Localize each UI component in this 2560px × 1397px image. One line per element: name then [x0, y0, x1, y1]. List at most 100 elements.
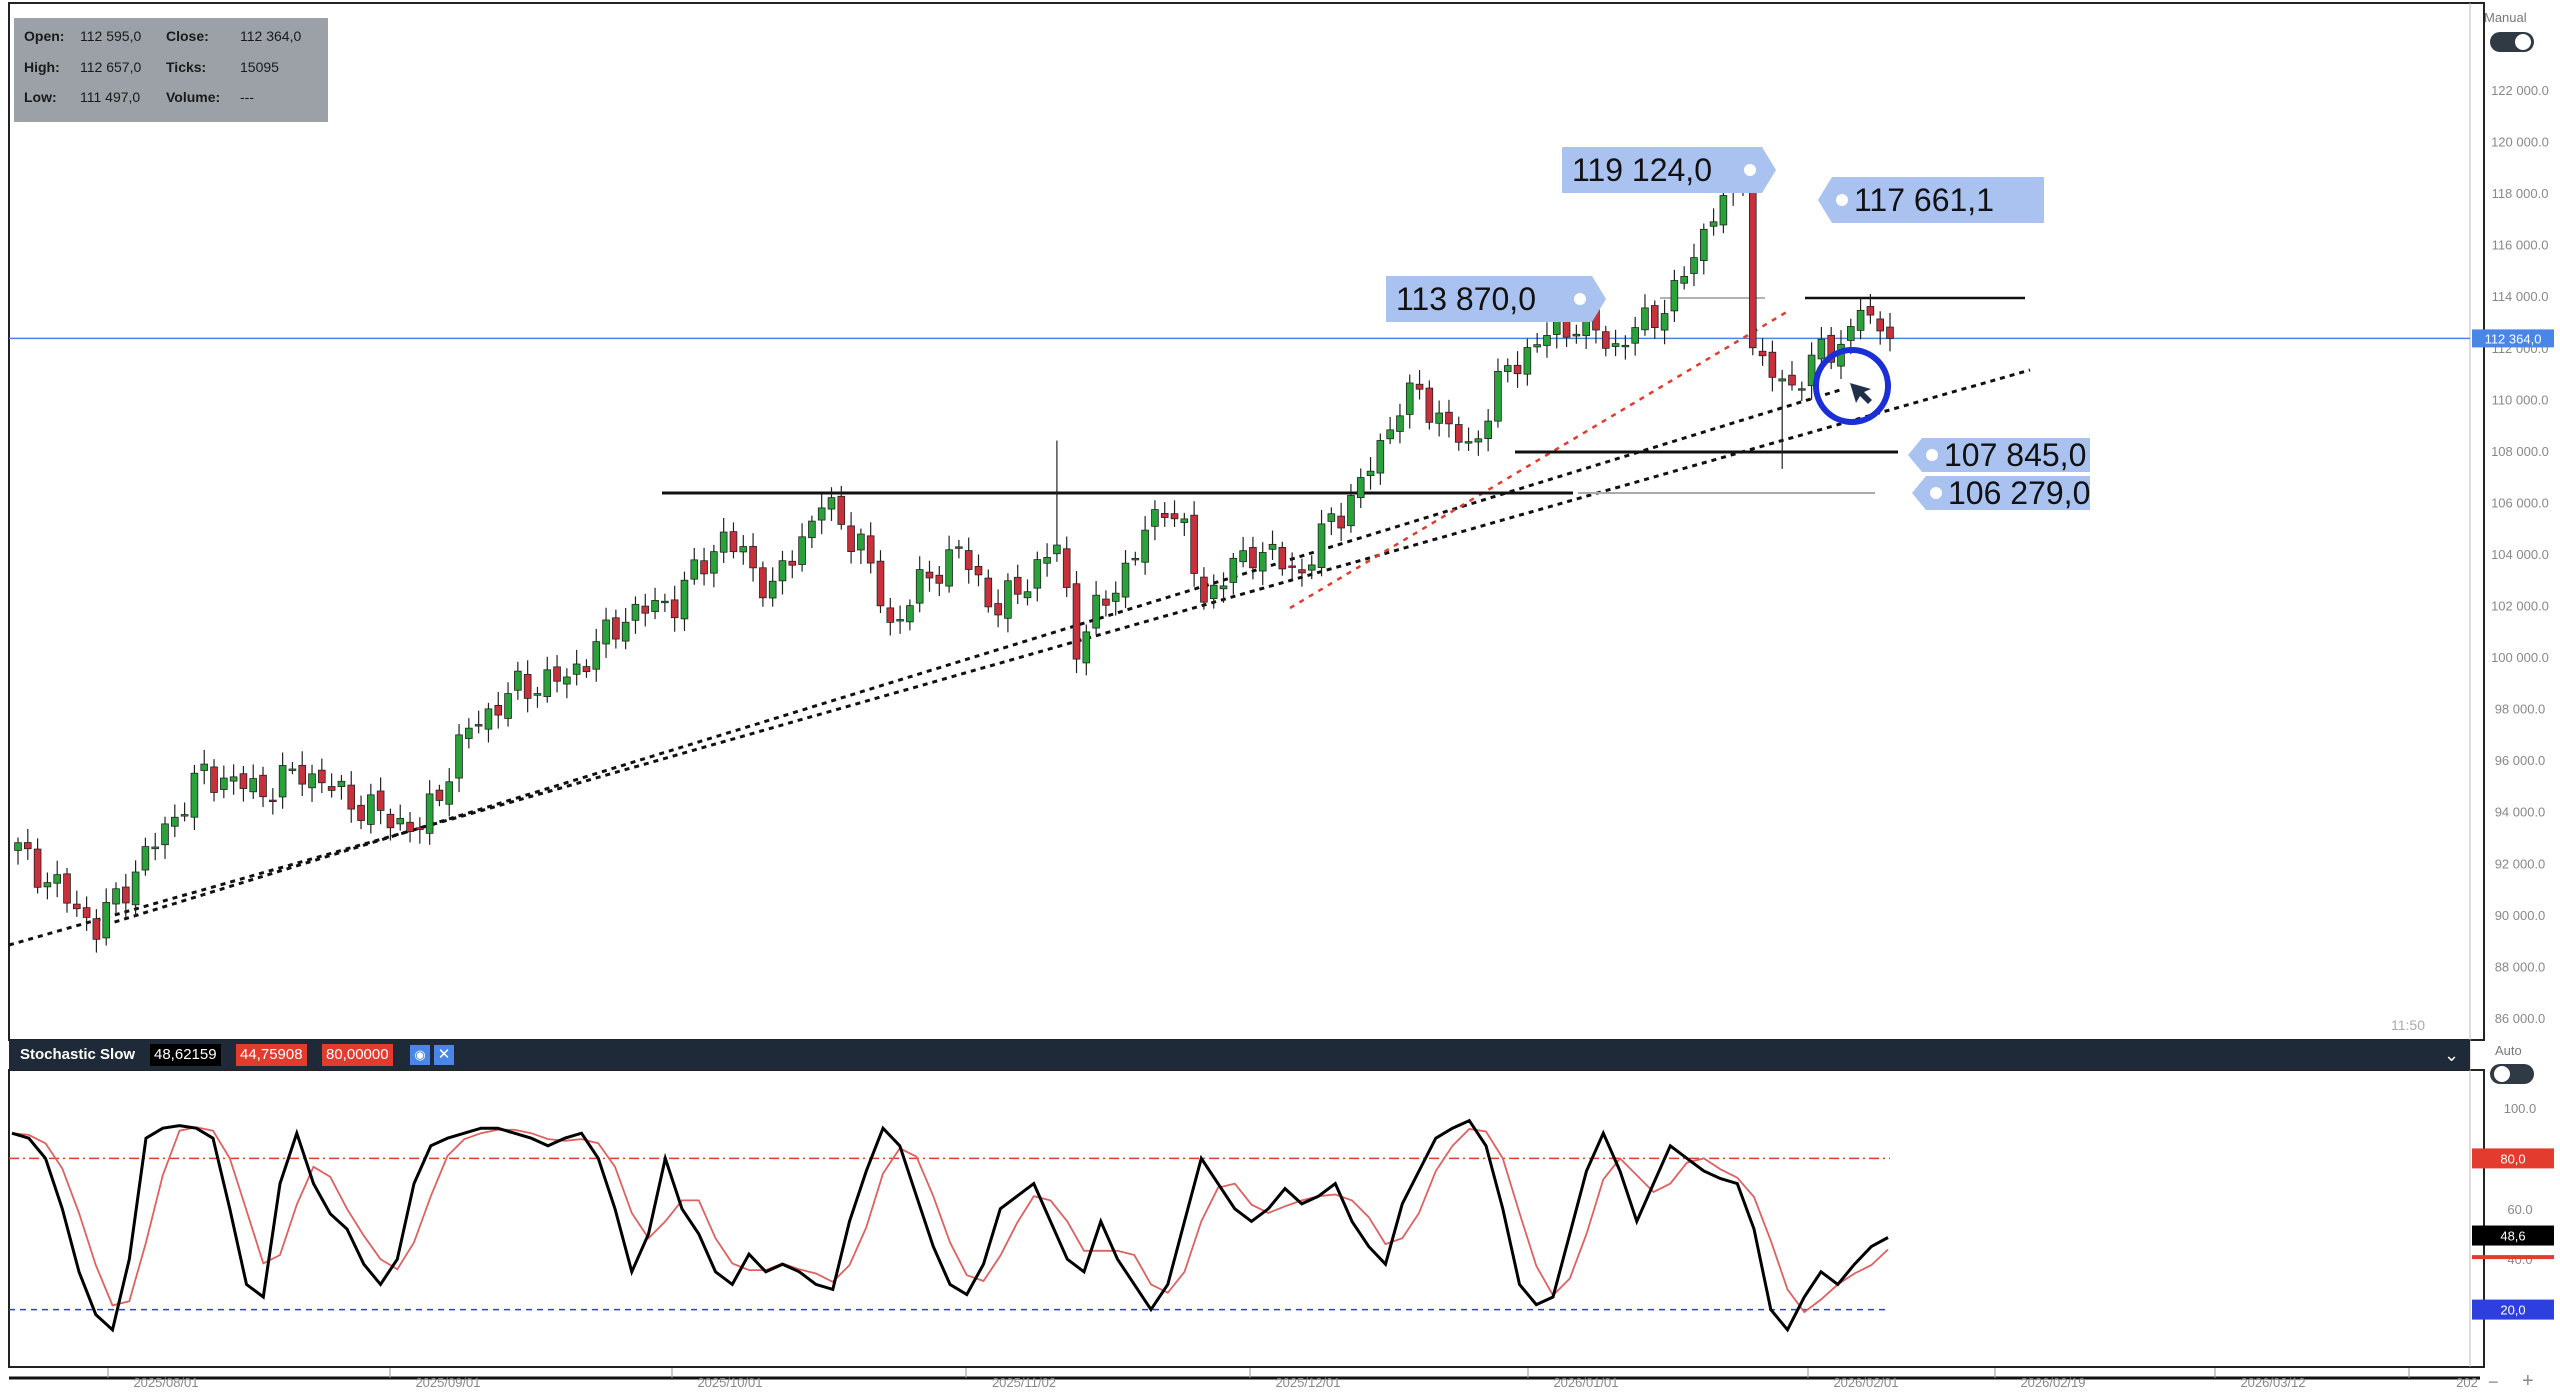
- candle-bull: [1699, 228, 1708, 261]
- candle-bear: [700, 560, 708, 575]
- candle-bear: [1415, 383, 1424, 390]
- candle-bear: [357, 804, 365, 821]
- candlesticks: [14, 164, 1894, 953]
- candle-bull: [1523, 347, 1532, 375]
- time-axis[interactable]: 2025/08/01 2025/09/01 2025/10/01 2025/11/02…: [107, 1368, 2478, 1390]
- candle-bull: [1641, 307, 1649, 331]
- candle-bull: [1660, 313, 1669, 331]
- candle-bull: [1043, 557, 1051, 564]
- candle-bull: [112, 888, 120, 905]
- candle-bear: [239, 773, 248, 789]
- candle-bull: [1121, 562, 1130, 598]
- candle-bear: [1866, 306, 1875, 316]
- candle-bull: [131, 871, 140, 906]
- candle-bull: [1033, 559, 1042, 589]
- candle-bull: [1670, 280, 1679, 312]
- candle-bear: [1200, 576, 1208, 603]
- candle-bull: [572, 663, 581, 675]
- price-tick-label: 108 000.0: [2491, 444, 2549, 459]
- candle-bull: [171, 816, 179, 827]
- candle-bull: [151, 846, 160, 850]
- auto-mode-toggle[interactable]: [2490, 1064, 2534, 1084]
- low-label: Low:: [24, 89, 57, 105]
- candle-bull: [1533, 344, 1541, 348]
- candle-bull: [768, 580, 777, 599]
- candle-bear: [1650, 305, 1659, 328]
- manual-mode-toggle[interactable]: [2490, 32, 2534, 52]
- stoch-axis-tick: 100.0: [2504, 1101, 2537, 1116]
- open-label: Open:: [24, 28, 65, 44]
- callout-113870[interactable]: 113 870,0: [1386, 276, 1606, 322]
- callout-117661-bg: [1818, 177, 2044, 223]
- stoch-d-line: [11, 1126, 1889, 1314]
- candle-bull: [1778, 378, 1786, 382]
- candle-bull: [661, 600, 669, 604]
- candle-bull: [602, 619, 610, 645]
- candle-bull: [1503, 365, 1512, 372]
- zoom-out-icon[interactable]: −: [2488, 1372, 2499, 1392]
- candle-bear: [670, 599, 679, 619]
- candle-bear: [1298, 569, 1306, 574]
- callout-113870-bg: [1386, 276, 1606, 322]
- candle-bear: [1454, 424, 1463, 443]
- price-tick-label: 102 000.0: [2491, 599, 2549, 614]
- price-tick-label: 100 000.0: [2491, 650, 2549, 665]
- candle-bear: [1768, 351, 1777, 378]
- high-label: High:: [24, 59, 60, 75]
- candle-bear: [553, 666, 561, 682]
- candle-bear: [641, 605, 650, 614]
- candle-bear: [935, 574, 944, 584]
- eye-icon[interactable]: ◉: [410, 1045, 430, 1065]
- candle-bull: [1690, 257, 1698, 274]
- callout-106279-bg: [1912, 476, 2090, 510]
- stoch-level-value: 80,00000: [322, 1044, 393, 1066]
- cursor-arrow-icon: [1850, 383, 1872, 404]
- price-pane-frame: [8, 2, 2485, 1041]
- stoch-k-line: [11, 1118, 1889, 1333]
- drawing-overlays[interactable]: 119 124,0 117 661,1 113 870,0 107 845,0106 …: [1386, 147, 2090, 511]
- candle-bull: [1680, 275, 1688, 284]
- stoch-current-tag: 48,6: [2500, 1229, 2525, 1244]
- candle-bear: [1170, 513, 1179, 520]
- candle-bear: [269, 799, 277, 803]
- stoch-d-value: 44,75908: [236, 1044, 307, 1066]
- callout-107845[interactable]: 107 845,0: [1908, 437, 2090, 473]
- candle-bull: [1131, 558, 1140, 561]
- price-tick-label: 90 000.0: [2495, 908, 2546, 923]
- candle-bear: [1062, 548, 1071, 588]
- volume-value: ---: [240, 89, 254, 105]
- time-label: 2025/09/01: [415, 1375, 480, 1390]
- stoch-title[interactable]: Stochastic Slow: [20, 1046, 136, 1063]
- price-axis[interactable]: 122 000.0 120 000.0 118 000.0 116 000.0 114 …: [2391, 83, 2554, 1033]
- zoom-in-icon[interactable]: +: [2522, 1370, 2534, 1392]
- candle-bull: [563, 676, 571, 685]
- callout-119124[interactable]: 119 124,0: [1562, 147, 1776, 193]
- candle-bull: [1435, 412, 1443, 424]
- candle-bull: [200, 763, 209, 771]
- candle-bear: [612, 617, 620, 640]
- callout-119124-bg: [1562, 147, 1776, 193]
- close-icon[interactable]: ✕: [434, 1045, 454, 1065]
- candle-bull: [141, 846, 150, 871]
- candle-bear: [1278, 547, 1287, 570]
- candle-bull: [1268, 543, 1277, 550]
- candle-bear: [474, 724, 483, 727]
- time-label: 2025/08/01: [133, 1375, 198, 1390]
- candle-bull: [621, 621, 630, 642]
- candle-bear: [1876, 318, 1884, 332]
- trendlines[interactable]: [8, 296, 2470, 947]
- callout-106279[interactable]: 106 279,0: [1912, 475, 2090, 511]
- candle-bear: [406, 821, 414, 832]
- callout-106279-anchor: [1930, 487, 1942, 499]
- callout-107845-anchor: [1926, 449, 1938, 461]
- callout-117661[interactable]: 117 661,1: [1818, 177, 2044, 223]
- candle-bull: [1846, 326, 1855, 341]
- stoch-axis-tick: 40.0: [2507, 1252, 2532, 1267]
- chevron-down-icon[interactable]: ⌄: [2444, 1045, 2460, 1065]
- candle-bull: [1474, 438, 1483, 443]
- candle-bull: [514, 670, 522, 691]
- candle-bull: [229, 776, 238, 782]
- candle-bull: [1151, 509, 1159, 527]
